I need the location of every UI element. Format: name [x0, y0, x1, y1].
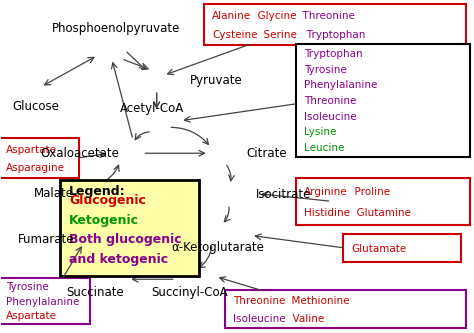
Text: Tryptophan: Tryptophan — [304, 49, 363, 59]
Text: Aspartate: Aspartate — [6, 311, 57, 321]
Text: Malate: Malate — [34, 186, 74, 199]
Text: Phenylalanine: Phenylalanine — [6, 296, 80, 306]
Text: Cysteine: Cysteine — [212, 30, 257, 40]
Text: Proline: Proline — [347, 186, 390, 196]
Text: Serine: Serine — [257, 30, 297, 40]
Text: Tyrosine: Tyrosine — [6, 282, 49, 292]
Text: Acetyl-CoA: Acetyl-CoA — [120, 102, 184, 115]
Text: Succinate: Succinate — [66, 286, 124, 299]
Text: Aspartate: Aspartate — [6, 145, 57, 155]
FancyBboxPatch shape — [296, 44, 470, 157]
Text: Oxaloacetate: Oxaloacetate — [40, 147, 119, 160]
Text: Threonine: Threonine — [233, 296, 286, 306]
Text: Alanine: Alanine — [212, 11, 251, 21]
Text: Fumarate: Fumarate — [18, 233, 74, 246]
Text: α-Ketoglutarate: α-Ketoglutarate — [172, 241, 264, 254]
Text: Isoleucine: Isoleucine — [304, 112, 357, 122]
Text: Tyrosine: Tyrosine — [304, 65, 347, 75]
Text: Asparagine: Asparagine — [6, 163, 65, 173]
FancyBboxPatch shape — [0, 278, 91, 324]
FancyBboxPatch shape — [60, 180, 199, 276]
Text: Succinyl-CoA: Succinyl-CoA — [151, 286, 228, 299]
Text: Threonine: Threonine — [304, 96, 356, 106]
Text: Methionine: Methionine — [285, 296, 350, 306]
Text: Glutamate: Glutamate — [351, 244, 407, 254]
Text: Glucogenic: Glucogenic — [69, 194, 146, 207]
Text: Glucose: Glucose — [13, 100, 60, 113]
FancyBboxPatch shape — [225, 290, 466, 328]
Text: Histidine: Histidine — [304, 208, 350, 218]
FancyBboxPatch shape — [204, 4, 466, 46]
Text: Citrate: Citrate — [246, 147, 287, 160]
Text: Threonine: Threonine — [296, 11, 355, 21]
Text: Legend:: Legend: — [69, 185, 126, 198]
Text: Pyruvate: Pyruvate — [190, 74, 243, 87]
Text: Glycine: Glycine — [251, 11, 296, 21]
Text: Isocitrate: Isocitrate — [256, 188, 311, 201]
Text: Isoleucine: Isoleucine — [233, 313, 286, 323]
Text: Glutamine: Glutamine — [350, 208, 411, 218]
Text: Leucine: Leucine — [304, 143, 345, 153]
Text: Phenylalanine: Phenylalanine — [304, 80, 377, 90]
FancyBboxPatch shape — [296, 178, 470, 224]
Text: Both glucogenic: Both glucogenic — [69, 233, 182, 246]
FancyBboxPatch shape — [343, 234, 462, 262]
Text: Tryptophan: Tryptophan — [297, 30, 365, 40]
Text: Valine: Valine — [286, 313, 324, 323]
Text: Phosphoenolpyruvate: Phosphoenolpyruvate — [52, 22, 181, 35]
Text: Ketogenic: Ketogenic — [69, 214, 139, 227]
Text: Lysine: Lysine — [304, 127, 337, 137]
FancyBboxPatch shape — [0, 138, 79, 178]
Text: and ketogenic: and ketogenic — [69, 253, 168, 266]
Text: Arginine: Arginine — [304, 186, 348, 196]
